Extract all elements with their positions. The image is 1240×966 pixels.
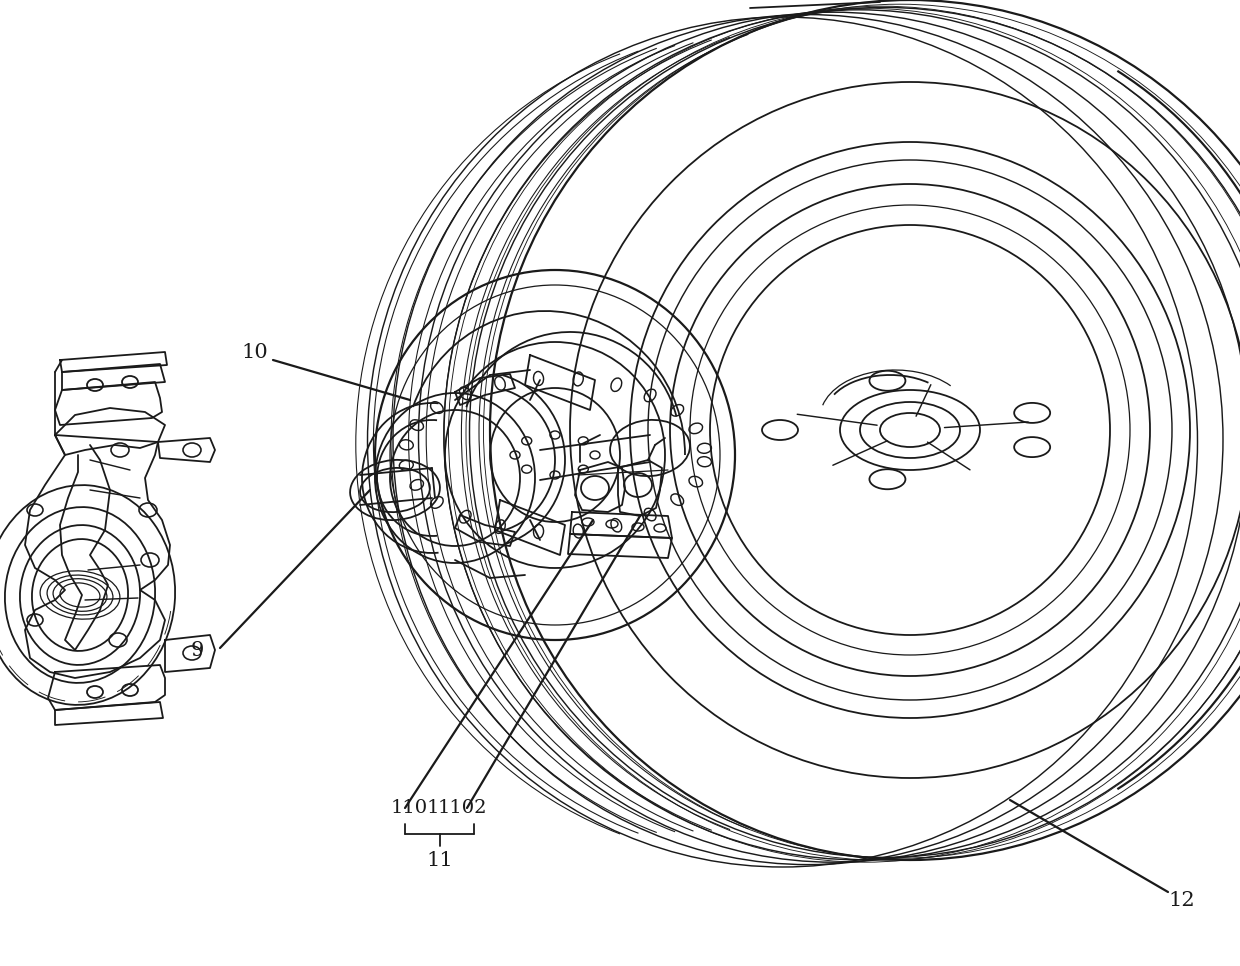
Text: 1102: 1102 [438, 799, 487, 817]
Text: 12: 12 [1168, 891, 1195, 910]
Text: 10: 10 [242, 343, 268, 361]
Text: 9: 9 [190, 640, 203, 660]
Text: 11: 11 [427, 850, 453, 869]
Text: 1101: 1101 [391, 799, 440, 817]
